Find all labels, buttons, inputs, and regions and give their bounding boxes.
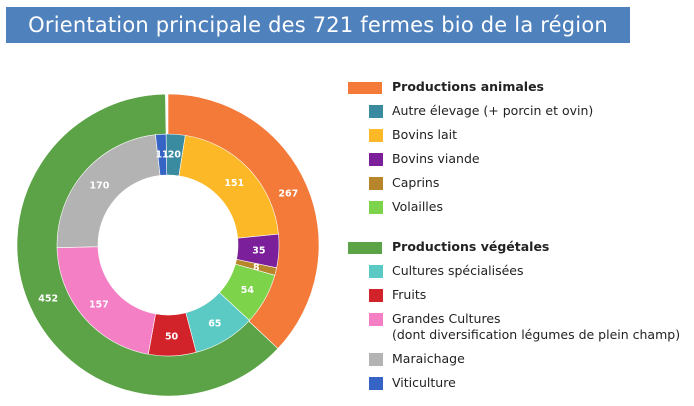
inner-label-autre-elevage-porcin-et-ovin: 20: [168, 150, 182, 161]
legend-item-swatch: [369, 289, 383, 302]
legend-item-label: Autre élevage (+ porcin et ovin): [392, 103, 594, 118]
inner-label-bovins-lait: 151: [224, 178, 244, 189]
legend-item-label: Fruits: [392, 287, 427, 302]
outer-label-productions-vegetales: 452: [38, 293, 58, 304]
legend-item-label: Cultures spécialisées: [392, 263, 524, 278]
legend-item-label: Maraichage: [392, 351, 465, 366]
inner-label-cultures-specialisees: 65: [208, 319, 221, 330]
legend-item-label: Bovins lait: [392, 127, 458, 142]
legend-item-label: Viticulture: [392, 375, 456, 390]
legend-item-swatch: [369, 377, 383, 390]
legend-item-swatch: [369, 129, 383, 142]
legend-group-swatch: [348, 82, 382, 94]
inner-label-grandes-cultures: 157: [89, 300, 109, 311]
legend-item-swatch: [369, 177, 383, 190]
donut-chart: 267 452 20 151 35 8 54 65 50 157 170 11: [16, 93, 320, 397]
legend-item-label: Grandes Cultures: [392, 311, 501, 326]
chart-title: Orientation principale des 721 fermes bi…: [6, 7, 630, 43]
legend-item-swatch: [369, 353, 383, 366]
legend-item-swatch: [369, 201, 383, 214]
inner-label-maraichage: 170: [89, 181, 109, 192]
outer-label-productions-animales: 267: [278, 189, 298, 200]
inner-label-fruits: 50: [165, 331, 179, 342]
inner-label-bovins-viande: 35: [252, 245, 265, 256]
legend-group-label: Productions animales: [392, 79, 544, 94]
legend-item-swatch: [369, 313, 383, 326]
inner-label-volailles: 54: [241, 285, 255, 296]
legend-item-swatch: [369, 105, 383, 118]
legend-item-label: Bovins viande: [392, 151, 480, 166]
legend-item-swatch: [369, 153, 383, 166]
inner-label-viticulture: 11: [155, 150, 168, 161]
inner-label-caprins: 8: [253, 262, 260, 273]
legend-item-label: Volailles: [392, 199, 443, 214]
legend-item-label-line2: (dont diversification légumes de plein c…: [392, 327, 681, 342]
inner-slice-viticulture: [155, 133, 168, 176]
legend-group-swatch: [348, 242, 382, 254]
legend-group-label: Productions végétales: [392, 239, 550, 254]
legend-item-swatch: [369, 265, 383, 278]
legend-item-label: Caprins: [392, 175, 440, 190]
